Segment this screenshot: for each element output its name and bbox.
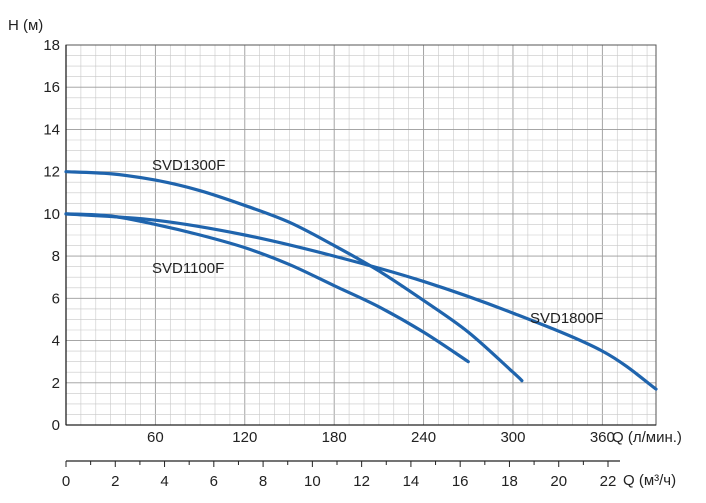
y-tick-label: 10 bbox=[43, 206, 60, 223]
secondary-x-tick-label: 20 bbox=[550, 473, 567, 490]
y-tick-label: 2 bbox=[52, 375, 60, 392]
x-axis-title: Q (л/мин.) bbox=[612, 429, 682, 446]
grid bbox=[65, 44, 656, 426]
x-tick-label: 300 bbox=[500, 429, 525, 446]
secondary-x-axis-title: Q (м³/ч) bbox=[623, 472, 676, 489]
x-tick-label: 240 bbox=[411, 429, 436, 446]
series-label-svd1100f: SVD1100F bbox=[152, 260, 224, 277]
series-label-svd1800f: SVD1800F bbox=[530, 310, 603, 327]
x-tick-label: 60 bbox=[147, 429, 164, 446]
secondary-x-tick-label: 16 bbox=[452, 473, 469, 490]
secondary-x-tick-label: 18 bbox=[501, 473, 518, 490]
secondary-x-tick-label: 8 bbox=[259, 473, 267, 490]
series-label-svd1300f: SVD1300F bbox=[152, 157, 225, 174]
axes: 0 2 4 6 8 10 12 14 16 18 60 120 180 240 300 360 0 2 4 6 8 10 1… bbox=[43, 37, 657, 490]
y-axis-title: H (м) bbox=[8, 17, 43, 34]
secondary-x-tick-label: 10 bbox=[304, 473, 321, 490]
y-tick-label: 0 bbox=[52, 417, 60, 434]
secondary-x-tick-label: 12 bbox=[353, 473, 370, 490]
series-line-svd1300f bbox=[64, 170, 524, 383]
y-tick-label: 14 bbox=[43, 121, 60, 138]
labels: H (м) Q (л/мин.) Q (м³/ч) SVD1300F SVD11… bbox=[8, 17, 682, 489]
y-tick-label: 16 bbox=[43, 79, 60, 96]
y-tick-label: 4 bbox=[52, 333, 60, 350]
x-tick-label: 360 bbox=[590, 429, 615, 446]
x-tick-label: 180 bbox=[322, 429, 347, 446]
secondary-x-tick-label: 4 bbox=[160, 473, 168, 490]
series-line-svd1800f bbox=[64, 212, 658, 391]
y-tick-label: 6 bbox=[52, 290, 60, 307]
x-tick-label: 120 bbox=[232, 429, 257, 446]
secondary-x-tick-label: 2 bbox=[111, 473, 119, 490]
secondary-x-tick-label: 6 bbox=[210, 473, 218, 490]
y-tick-label: 12 bbox=[43, 164, 60, 181]
curves bbox=[64, 170, 658, 391]
secondary-x-tick-label: 0 bbox=[62, 473, 70, 490]
secondary-x-tick-label: 22 bbox=[600, 473, 617, 490]
y-tick-label: 18 bbox=[43, 37, 60, 54]
y-tick-label: 8 bbox=[52, 248, 60, 265]
secondary-x-tick-label: 14 bbox=[403, 473, 420, 490]
